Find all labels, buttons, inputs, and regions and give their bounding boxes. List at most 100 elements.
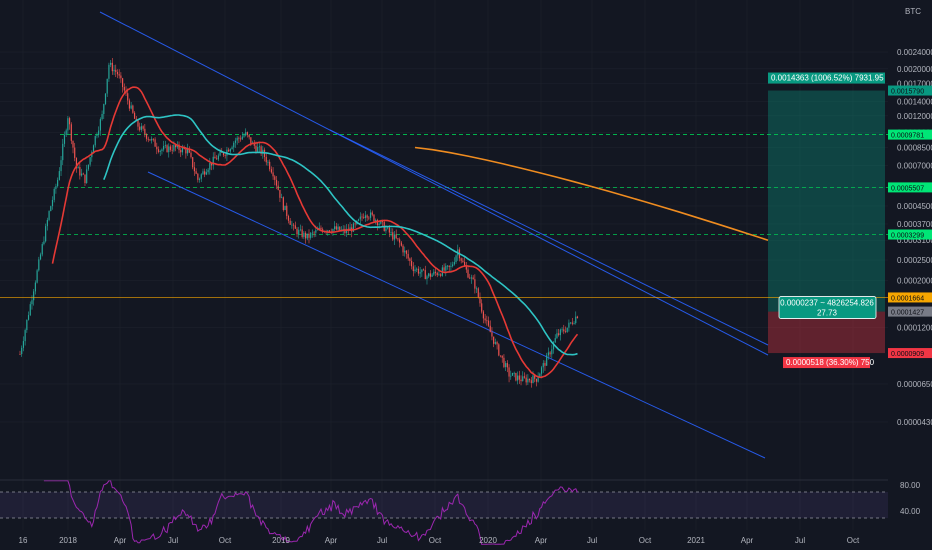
candle-body	[122, 78, 124, 88]
candle-body	[75, 157, 78, 169]
rsi-line	[43, 480, 578, 545]
candle-body	[556, 333, 558, 339]
candle-body	[168, 146, 170, 153]
candle-body	[414, 269, 416, 272]
candle-body	[438, 274, 440, 276]
candle-body	[113, 69, 115, 72]
position-info-box[interactable]	[778, 296, 877, 319]
candle-body	[210, 162, 213, 166]
x-tick-label: Oct	[847, 536, 860, 545]
candle-body	[106, 78, 108, 94]
candle-body	[465, 266, 467, 270]
candle-body	[392, 232, 394, 240]
candle-body	[552, 342, 555, 350]
x-tick-label: Jul	[795, 536, 805, 545]
candle-body	[193, 167, 196, 172]
candle-body	[534, 375, 536, 379]
candle-body	[515, 372, 517, 381]
candle-body	[260, 146, 262, 154]
candle-body	[369, 212, 372, 218]
position-info-line2: 27.73	[817, 309, 838, 318]
y-tick-label: 0.0012000	[897, 112, 932, 121]
price-tag-bg	[888, 129, 932, 140]
candle-body	[527, 378, 529, 383]
position-profit-zone[interactable]	[768, 90, 885, 312]
price-tag-bg	[888, 85, 932, 96]
position-labels: 0.0014363 (1006.52%) 7931.95 0.0000518 (…	[768, 72, 885, 369]
y-tick-label: 0.0003700	[897, 220, 932, 229]
candle-body	[551, 349, 553, 355]
candle-body	[118, 74, 120, 76]
candle-body	[159, 150, 161, 152]
x-tick-label: Apr	[114, 536, 127, 545]
candle-body	[99, 119, 101, 131]
candle-body	[86, 169, 88, 184]
candle-body	[570, 322, 572, 324]
candle-body	[523, 376, 526, 378]
candle-body	[400, 242, 402, 246]
candle-body	[566, 327, 568, 332]
candle-body	[308, 233, 310, 238]
candle-body	[38, 259, 40, 271]
candle-body	[202, 171, 204, 175]
candle-body	[248, 135, 250, 138]
candle-body	[239, 138, 242, 140]
candle-body	[409, 258, 411, 262]
candle-body	[197, 173, 199, 180]
y-tick-label: 0.0000430	[897, 418, 932, 427]
candle-body	[522, 376, 524, 382]
candle-body	[496, 342, 498, 345]
candle-body	[474, 279, 476, 289]
candle-body	[65, 130, 67, 135]
candle-body	[178, 144, 180, 151]
candle-body	[505, 363, 507, 367]
candle-body	[253, 142, 255, 146]
candle-body	[135, 118, 137, 121]
channel-line-1[interactable]	[99, 11, 769, 356]
candle-body	[489, 325, 491, 333]
candle-body	[272, 172, 274, 177]
candle-body	[339, 226, 341, 231]
candle-body	[416, 268, 418, 270]
candle-body	[528, 378, 531, 381]
candle-body	[299, 229, 302, 231]
y-tick-label: 0.0000650	[897, 380, 932, 389]
candle-body	[94, 135, 96, 146]
price-tag: 0.0003299	[891, 233, 924, 240]
candle-body	[236, 137, 238, 141]
candle-body	[53, 188, 55, 200]
candle-body	[217, 155, 219, 160]
candle-body	[163, 145, 165, 150]
candle-body	[511, 372, 514, 376]
channel-line-3[interactable]	[329, 129, 769, 346]
candle-body	[407, 253, 409, 259]
candle-body	[421, 269, 423, 273]
candle-body	[145, 134, 148, 139]
candle-body	[436, 273, 438, 276]
candle-body	[544, 363, 546, 366]
candle-body	[549, 352, 551, 355]
candle-body	[287, 215, 290, 221]
candle-body	[310, 233, 312, 238]
candle-body	[289, 220, 291, 225]
candle-body	[464, 261, 466, 267]
x-tick-label: Apr	[535, 536, 548, 545]
candle-body	[231, 147, 233, 150]
candle-body	[33, 291, 35, 301]
candle-body	[43, 241, 45, 245]
horizontal-levels[interactable]	[60, 134, 888, 235]
trend-channel[interactable]	[99, 11, 769, 459]
candle-body	[375, 219, 377, 222]
candle-body	[571, 322, 573, 324]
candle-body	[34, 282, 36, 292]
candle-body	[334, 226, 336, 229]
candle-body	[243, 135, 245, 137]
candle-body	[304, 232, 307, 239]
candle-body	[147, 138, 149, 140]
candle-body	[277, 185, 279, 190]
channel-line-2[interactable]	[147, 171, 766, 459]
candle-body	[41, 244, 43, 255]
target-label-bg	[768, 72, 885, 84]
candle-body	[132, 105, 134, 113]
